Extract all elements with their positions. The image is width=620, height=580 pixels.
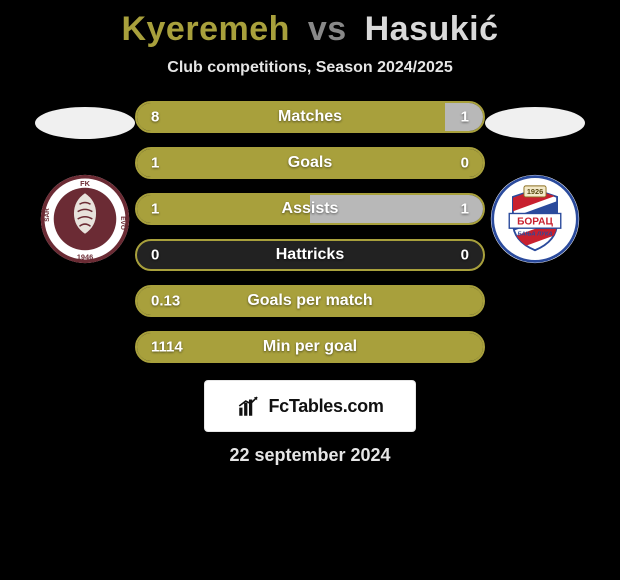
svg-text:1946: 1946 [77,252,93,261]
svg-text:БАЊА ЛУКА: БАЊА ЛУКА [518,232,553,238]
stat-label: Assists [137,200,483,218]
brand-text: FcTables.com [268,396,383,417]
fctables-logo-icon [236,393,262,419]
stat-value-right: 0 [461,155,469,172]
player1-name: Kyeremeh [121,10,289,48]
player2-photo-placeholder [485,107,585,139]
comparison-card: Kyeremeh vs Hasukić Club competitions, S… [0,0,620,466]
stat-value-right: 1 [461,201,469,218]
stat-label: Min per goal [137,338,483,356]
club-badge-left: FK 1946 SAR EVO [39,173,131,265]
content-area: FK 1946 SAR EVO 8Matches11Goals01Assists… [0,101,620,363]
date-text: 22 september 2024 [229,445,390,466]
stat-row: 0Hattricks0 [135,239,485,271]
fk-sarajevo-badge-icon: FK 1946 SAR EVO [39,173,131,265]
stat-row: 1Goals0 [135,147,485,179]
svg-text:EVO: EVO [119,216,126,230]
stat-value-right: 1 [461,109,469,126]
svg-text:FK: FK [80,179,90,188]
left-column: FK 1946 SAR EVO [25,101,145,265]
stat-rows: 8Matches11Goals01Assists10Hattricks00.13… [135,101,485,363]
vs-separator: vs [308,10,347,48]
stat-label: Hattricks [137,246,483,264]
brand-pill[interactable]: FcTables.com [205,381,415,431]
club-badge-right: 1926 БОРАЦ БАЊА ЛУКА [489,173,581,265]
subtitle: Club competitions, Season 2024/2025 [167,59,452,77]
borac-badge-icon: 1926 БОРАЦ БАЊА ЛУКА [489,173,581,265]
player1-photo-placeholder [35,107,135,139]
svg-text:1926: 1926 [527,187,543,196]
stat-label: Matches [137,108,483,126]
title: Kyeremeh vs Hasukić [121,10,498,49]
stat-row: 1Assists1 [135,193,485,225]
stat-row: 0.13Goals per match [135,285,485,317]
stat-row: 1114Min per goal [135,331,485,363]
stat-label: Goals [137,154,483,172]
stat-row: 8Matches1 [135,101,485,133]
svg-text:SAR: SAR [44,208,51,222]
right-column: 1926 БОРАЦ БАЊА ЛУКА [475,101,595,265]
stat-value-right: 0 [461,247,469,264]
player2-name: Hasukić [365,10,499,48]
stat-label: Goals per match [137,292,483,310]
svg-text:БОРАЦ: БОРАЦ [517,217,553,228]
